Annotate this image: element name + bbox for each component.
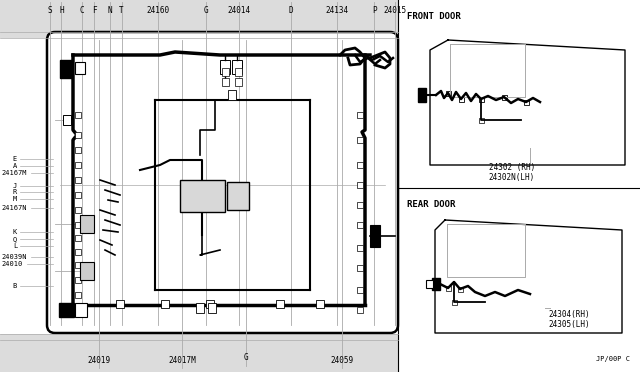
Bar xyxy=(235,78,242,86)
Text: T: T xyxy=(119,6,124,15)
Bar xyxy=(75,235,81,241)
Bar xyxy=(228,90,236,100)
Bar xyxy=(357,162,363,168)
Text: A: A xyxy=(13,163,17,169)
Polygon shape xyxy=(0,0,398,38)
Bar xyxy=(75,62,85,74)
Text: 24015: 24015 xyxy=(383,6,406,15)
Bar xyxy=(445,90,451,96)
Text: 24302 (RH)
24302N(LH): 24302 (RH) 24302N(LH) xyxy=(489,163,535,182)
Bar xyxy=(418,88,426,102)
Bar xyxy=(75,277,81,283)
Bar xyxy=(222,78,229,86)
Bar xyxy=(75,132,81,138)
Text: D: D xyxy=(289,6,294,15)
Bar xyxy=(75,222,81,228)
Bar xyxy=(75,112,81,118)
Text: K: K xyxy=(13,229,17,235)
Bar xyxy=(451,299,456,305)
Bar xyxy=(445,285,451,291)
Text: E: E xyxy=(13,156,17,162)
Bar xyxy=(227,182,249,210)
Bar xyxy=(235,68,242,76)
Bar xyxy=(357,222,363,228)
Text: C: C xyxy=(79,6,84,15)
Bar xyxy=(357,307,363,313)
Bar xyxy=(316,300,324,308)
Bar xyxy=(75,207,81,213)
Bar xyxy=(75,249,81,255)
Text: 24010: 24010 xyxy=(1,261,22,267)
Bar xyxy=(458,286,463,292)
Text: S: S xyxy=(47,6,52,15)
Bar xyxy=(222,68,229,76)
Text: 24014: 24014 xyxy=(227,6,250,15)
Bar xyxy=(80,215,94,233)
Text: 24304(RH)
24305(LH): 24304(RH) 24305(LH) xyxy=(548,310,589,329)
Bar xyxy=(196,303,204,313)
Text: FRONT DOOR: FRONT DOOR xyxy=(407,12,461,21)
Bar xyxy=(116,300,124,308)
Text: JP/00P C: JP/00P C xyxy=(596,356,630,362)
Bar xyxy=(80,262,94,280)
Text: REAR DOOR: REAR DOOR xyxy=(407,200,456,209)
Bar xyxy=(502,94,506,99)
Bar xyxy=(357,265,363,271)
Text: J: J xyxy=(13,183,17,189)
Text: L: L xyxy=(13,243,17,248)
Bar xyxy=(75,303,87,317)
Bar xyxy=(180,180,225,212)
Bar xyxy=(432,278,440,290)
Bar xyxy=(276,300,284,308)
Bar xyxy=(357,137,363,143)
Text: G: G xyxy=(204,6,209,15)
Bar xyxy=(479,96,483,102)
Text: H: H xyxy=(59,6,64,15)
Bar xyxy=(75,262,81,268)
Text: 24134: 24134 xyxy=(326,6,349,15)
FancyBboxPatch shape xyxy=(47,32,398,333)
Polygon shape xyxy=(0,334,398,372)
Bar xyxy=(357,202,363,208)
Text: B: B xyxy=(13,283,17,289)
Text: N: N xyxy=(108,6,113,15)
Bar xyxy=(220,60,230,74)
Bar xyxy=(75,177,81,183)
Bar xyxy=(232,60,242,74)
Bar xyxy=(75,192,81,198)
Bar xyxy=(426,280,433,288)
Bar xyxy=(357,287,363,293)
Text: 24017M: 24017M xyxy=(168,356,196,365)
Bar xyxy=(75,292,81,298)
Text: 24167M: 24167M xyxy=(1,170,27,176)
Bar xyxy=(208,303,216,313)
Bar xyxy=(60,60,72,78)
Bar xyxy=(357,182,363,188)
Bar xyxy=(206,300,214,308)
Bar xyxy=(479,118,484,123)
Text: 24160: 24160 xyxy=(147,6,170,15)
Bar xyxy=(458,96,463,102)
Text: R: R xyxy=(13,189,17,195)
Text: 24019: 24019 xyxy=(88,356,111,365)
Bar xyxy=(161,300,169,308)
Text: M: M xyxy=(13,196,17,202)
Bar xyxy=(75,147,81,153)
Bar xyxy=(59,303,74,317)
Text: F: F xyxy=(92,6,97,15)
Bar xyxy=(75,307,81,313)
Text: G: G xyxy=(244,353,249,362)
Text: 24059: 24059 xyxy=(331,356,354,365)
Bar xyxy=(370,225,380,247)
Text: 24039N: 24039N xyxy=(1,254,27,260)
Text: P: P xyxy=(372,6,377,15)
Bar xyxy=(524,99,529,105)
Text: Q: Q xyxy=(13,236,17,242)
Bar xyxy=(357,245,363,251)
Bar xyxy=(63,115,71,125)
Text: 24167N: 24167N xyxy=(1,205,27,211)
Bar xyxy=(75,162,81,168)
Bar xyxy=(357,112,363,118)
